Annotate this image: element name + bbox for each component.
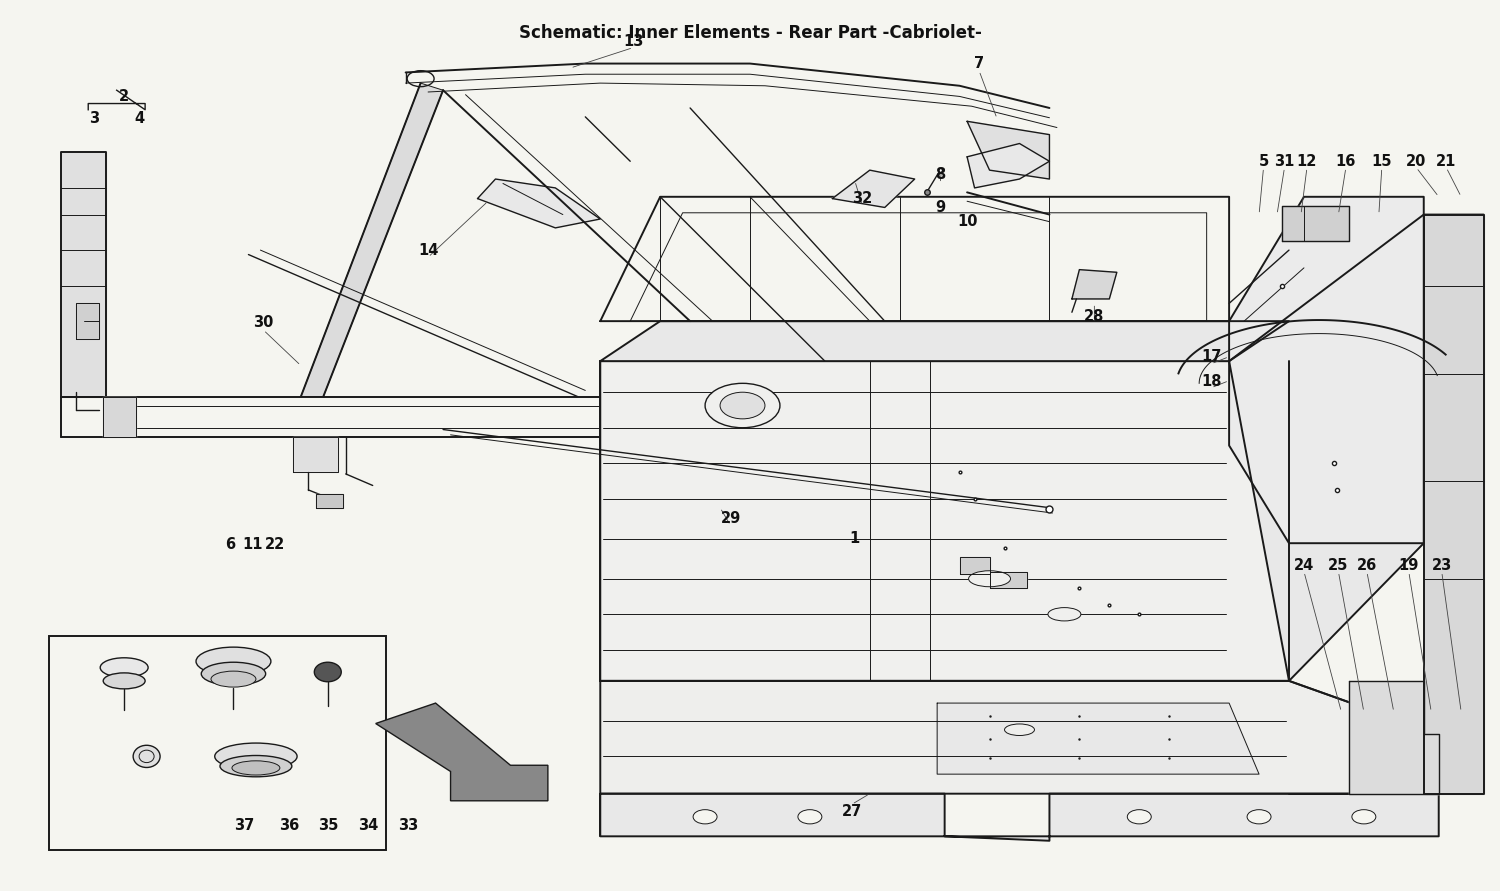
Circle shape [693,810,717,824]
Text: 20: 20 [1406,154,1426,168]
Text: 22: 22 [266,537,285,552]
Text: 23: 23 [1431,558,1452,573]
Polygon shape [477,179,600,228]
Ellipse shape [1005,724,1035,735]
Polygon shape [600,321,1288,361]
Circle shape [1246,810,1270,824]
Bar [50,636,386,850]
Polygon shape [1348,681,1438,794]
Text: 12: 12 [1298,154,1317,168]
Text: 26: 26 [1356,558,1377,573]
Polygon shape [316,495,344,508]
Text: 31: 31 [1275,154,1294,168]
Text: 8: 8 [934,168,945,182]
Text: 6: 6 [225,537,236,552]
Ellipse shape [196,647,272,675]
Polygon shape [1424,215,1484,794]
Polygon shape [990,572,1028,588]
Text: 13: 13 [622,34,644,49]
Text: 37: 37 [234,818,254,833]
Circle shape [1352,810,1376,824]
Circle shape [705,383,780,428]
Text: 3: 3 [88,111,99,127]
Text: 30: 30 [254,315,273,331]
Text: 27: 27 [842,804,862,819]
Polygon shape [960,557,990,575]
Polygon shape [833,170,915,208]
Polygon shape [76,303,99,339]
Ellipse shape [100,658,148,677]
Text: 25: 25 [1328,558,1348,573]
Polygon shape [600,681,1438,794]
Text: 32: 32 [852,191,873,206]
Text: 11: 11 [243,537,262,552]
Text: 5: 5 [1258,154,1269,168]
Ellipse shape [1048,608,1082,621]
Circle shape [1128,810,1152,824]
Text: 15: 15 [1371,154,1392,168]
Text: 9: 9 [934,200,945,215]
Polygon shape [62,152,106,396]
Text: Schematic: Inner Elements - Rear Part -Cabriolet-: Schematic: Inner Elements - Rear Part -C… [519,23,981,42]
Polygon shape [294,437,339,472]
Ellipse shape [201,662,266,685]
Text: 19: 19 [1398,558,1419,573]
Text: 16: 16 [1335,154,1356,168]
Text: 24: 24 [1294,558,1314,573]
Text: 10: 10 [957,214,978,229]
Polygon shape [968,121,1050,179]
Text: 18: 18 [1202,374,1221,389]
Ellipse shape [220,756,292,777]
Text: 17: 17 [1202,349,1221,364]
Polygon shape [1281,206,1348,241]
Polygon shape [375,703,548,801]
Circle shape [798,810,822,824]
Text: 2: 2 [118,89,129,104]
Ellipse shape [104,673,146,689]
Circle shape [720,392,765,419]
Text: 35: 35 [318,818,338,833]
Polygon shape [1228,215,1484,681]
Text: 33: 33 [399,818,418,833]
Polygon shape [302,83,442,396]
Polygon shape [104,396,136,437]
Polygon shape [600,794,1438,841]
Text: 21: 21 [1436,154,1456,168]
Text: 4: 4 [134,111,144,127]
Text: 29: 29 [720,511,741,526]
Text: 1: 1 [849,531,859,546]
Polygon shape [1072,270,1118,299]
Ellipse shape [969,571,1011,587]
Text: 7: 7 [974,56,984,71]
Text: 14: 14 [419,242,438,257]
Ellipse shape [214,743,297,770]
Text: 34: 34 [358,818,378,833]
Polygon shape [968,143,1050,188]
Ellipse shape [211,671,256,687]
Text: 36: 36 [279,818,298,833]
Polygon shape [938,703,1258,774]
Polygon shape [1228,197,1424,544]
Ellipse shape [134,745,160,767]
Polygon shape [600,361,1288,681]
Text: 28: 28 [1084,309,1104,324]
Ellipse shape [232,761,280,775]
Ellipse shape [315,662,342,682]
